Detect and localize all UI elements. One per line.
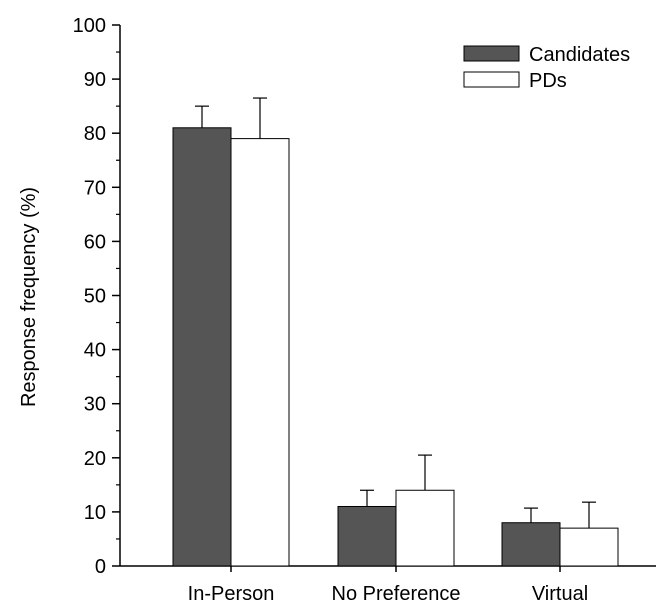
y-axis: 0 10 20 30 40 50 60 70 80 90 100 — [73, 15, 121, 578]
y-tick-label: 60 — [84, 231, 106, 253]
legend-swatch-pds — [463, 71, 520, 88]
y-tick-label: 40 — [84, 340, 106, 362]
bar-candidates — [501, 522, 561, 567]
y-tick-label: 50 — [84, 286, 106, 308]
y-tick-label: 90 — [84, 69, 106, 91]
legend-label-candidates: Candidates — [529, 44, 630, 66]
x-category-label: In-Person — [188, 583, 275, 605]
bar-pds — [395, 489, 455, 567]
bar-pds — [230, 138, 290, 567]
x-category-label: Virtual — [532, 583, 588, 605]
bar-candidates — [172, 127, 232, 567]
bars — [172, 97, 619, 567]
y-tick-label: 10 — [84, 502, 106, 524]
legend-label-pds: PDs — [529, 70, 567, 92]
bar-candidates — [337, 505, 397, 567]
y-tick-label: 20 — [84, 448, 106, 470]
legend-swatch-candidates — [463, 45, 520, 62]
x-category-label: No Preference — [332, 583, 461, 605]
x-axis: In-Person No Preference Virtual — [120, 565, 656, 605]
bar-pds — [559, 527, 619, 567]
legend: Candidates PDs — [463, 44, 630, 92]
y-tick-label: 100 — [73, 15, 106, 37]
y-tick-label: 30 — [84, 394, 106, 416]
y-axis-title: Response frequency (%) — [18, 187, 40, 407]
y-tick-label: 70 — [84, 177, 106, 199]
y-tick-label: 0 — [95, 556, 106, 578]
y-tick-label: 80 — [84, 123, 106, 145]
